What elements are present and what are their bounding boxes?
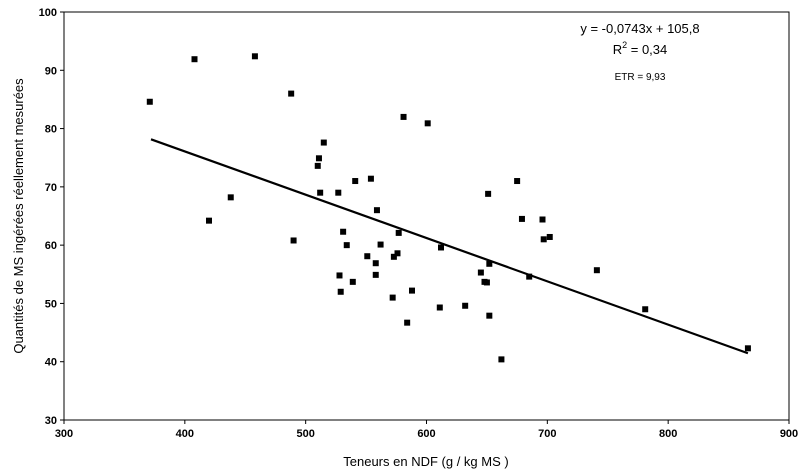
data-point (485, 190, 492, 197)
x-tick-label: 500 (296, 428, 314, 440)
data-point (340, 228, 347, 235)
data-point (400, 113, 407, 120)
data-point (409, 287, 415, 294)
data-point (373, 207, 380, 214)
r2-value: = 0,34 (627, 42, 667, 57)
data-point (404, 319, 411, 326)
data-point (290, 237, 297, 244)
data-point (320, 139, 327, 146)
x-axis-label: Teneurs en NDF (g / kg MS ) (343, 454, 508, 469)
data-point (424, 120, 431, 127)
y-tick-label: 80 (45, 124, 57, 136)
data-point (744, 345, 751, 352)
r-squared-annotation: R2 = 0,34 (613, 40, 668, 57)
y-tick-label: 100 (39, 7, 57, 19)
data-point (438, 244, 444, 251)
data-point (593, 267, 600, 274)
x-tick-label: 400 (176, 428, 194, 440)
data-point (352, 178, 359, 185)
data-point (394, 250, 401, 257)
data-point (227, 194, 234, 201)
data-point (518, 215, 525, 222)
data-point (288, 90, 295, 97)
r2-exponent: 2 (622, 40, 627, 50)
y-tick-label: 40 (45, 357, 57, 369)
data-point (343, 242, 350, 249)
data-point (546, 233, 553, 240)
data-point (372, 260, 379, 267)
data-point (642, 306, 649, 313)
r2-base: R (613, 42, 622, 57)
data-point (395, 229, 402, 236)
data-point (349, 278, 356, 285)
data-point (191, 56, 198, 63)
data-point (146, 98, 153, 105)
data-point (389, 294, 396, 301)
y-tick-label: 60 (45, 240, 57, 252)
x-tick-label: 600 (417, 428, 435, 440)
axis-ticks: 300 400 500 600 700 800 900 30 40 50 60 70 80 90 100 (39, 7, 799, 440)
data-point (372, 271, 379, 278)
data-point (317, 189, 324, 196)
data-point (364, 253, 371, 260)
data-point (390, 253, 397, 260)
y-tick-label: 70 (45, 182, 57, 194)
data-points (146, 53, 751, 363)
data-point (251, 53, 258, 60)
data-point (315, 155, 322, 162)
x-tick-label: 900 (780, 428, 798, 440)
data-point (486, 260, 493, 267)
data-point (498, 356, 505, 363)
regression-line (150, 138, 749, 355)
regression-equation: y = -0,0743x + 105,8 (580, 21, 699, 36)
data-point (539, 216, 546, 223)
data-point (335, 189, 342, 196)
plot-area (63, 11, 790, 421)
data-point (206, 217, 212, 224)
data-point (483, 279, 490, 286)
y-tick-label: 90 (45, 65, 57, 77)
etr-annotation: ETR = 9,93 (615, 72, 666, 83)
data-point (462, 302, 469, 309)
data-point (514, 178, 521, 185)
data-point (314, 162, 321, 169)
data-point (367, 175, 374, 182)
data-point (337, 288, 344, 295)
x-tick-label: 700 (538, 428, 556, 440)
data-point (436, 304, 443, 311)
data-point (486, 312, 493, 319)
y-tick-label: 50 (45, 298, 57, 310)
y-axis-label: Quantités de MS ingérées réellement mesu… (11, 78, 26, 354)
y-tick-label: 30 (45, 415, 57, 427)
data-point (477, 269, 484, 276)
x-tick-label: 300 (55, 428, 73, 440)
data-point (540, 236, 547, 243)
data-point (526, 273, 533, 280)
data-point (336, 272, 343, 279)
trendline-group (150, 138, 749, 355)
x-tick-label: 800 (659, 428, 677, 440)
data-point (377, 241, 384, 248)
